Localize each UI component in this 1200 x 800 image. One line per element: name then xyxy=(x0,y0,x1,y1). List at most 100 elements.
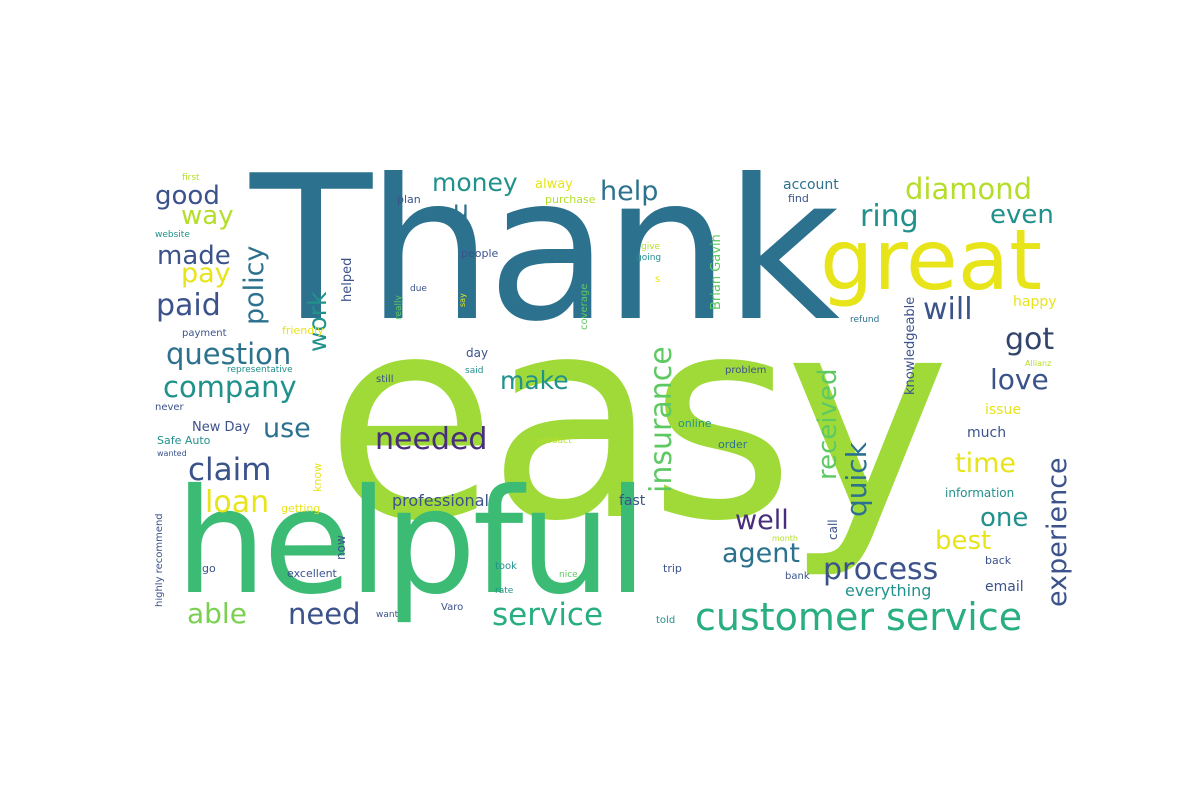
word-problem: problem xyxy=(725,365,767,376)
word-company: company xyxy=(163,370,297,404)
word-claim: claim xyxy=(188,452,272,488)
word-one: one xyxy=(980,503,1029,533)
word-happy: happy xyxy=(1013,294,1057,310)
word-first: first xyxy=(182,173,200,183)
word-will: will xyxy=(923,292,973,327)
word-know: know xyxy=(311,462,324,492)
word-product: product xyxy=(537,436,572,446)
word-much: much xyxy=(967,425,1007,441)
word-policy: policy xyxy=(239,245,270,325)
word-work: work xyxy=(303,291,332,353)
word-plan: plan xyxy=(397,193,421,206)
word-took: took xyxy=(495,561,517,572)
word-website: website xyxy=(155,230,190,240)
word-experience: experience xyxy=(1042,457,1073,607)
word-order: order xyxy=(718,438,748,451)
word-love: love xyxy=(990,363,1049,396)
word-go: go xyxy=(202,562,216,575)
word-well: well xyxy=(735,505,789,536)
word-friendly: friendly xyxy=(282,324,324,337)
word-allianz: Allianz xyxy=(1025,359,1052,368)
word-new-day: New Day xyxy=(192,420,251,435)
word-email: email xyxy=(985,579,1024,595)
word-pay: pay xyxy=(181,258,231,289)
word-needed: needed xyxy=(375,422,488,457)
word-going: going xyxy=(636,253,662,263)
word-give: give xyxy=(641,242,661,252)
word-excellent: excellent xyxy=(287,567,337,580)
word-bank: bank xyxy=(785,571,810,582)
word-loan: loan xyxy=(205,485,270,520)
word-want: want xyxy=(376,610,399,620)
word-never: never xyxy=(155,402,184,413)
word-everything: everything xyxy=(845,581,932,600)
word-payment: payment xyxy=(182,328,227,339)
word-made: made xyxy=(157,241,231,271)
word-brian-gavin: Brian Gavin xyxy=(709,234,724,310)
word-really: really xyxy=(394,295,404,320)
word-nice: nice xyxy=(559,570,578,580)
word-told: told xyxy=(656,615,676,626)
word-s: s xyxy=(655,274,661,285)
word-helped: helped xyxy=(340,257,355,302)
word-find: find xyxy=(788,192,809,205)
word-getting: getting xyxy=(281,502,321,515)
word-call: call xyxy=(826,519,840,540)
word-coverage: coverage xyxy=(579,283,590,330)
word-use: use xyxy=(263,413,311,444)
word-wanted: wanted xyxy=(157,449,187,458)
word-said: said xyxy=(465,366,484,376)
word-representative: representative xyxy=(227,365,293,375)
word-paid: paid xyxy=(156,288,221,323)
word-rate: rate xyxy=(495,586,514,596)
word-online: online xyxy=(678,417,712,430)
word-customer-service: customer service xyxy=(695,595,1023,639)
word-u: u xyxy=(453,195,469,224)
word-make: make xyxy=(500,366,569,395)
word-day: day xyxy=(466,346,489,360)
word-professional: professional xyxy=(392,491,489,510)
word-alway: alway xyxy=(535,177,573,192)
word-say: say xyxy=(458,293,467,307)
word-refund: refund xyxy=(850,315,880,325)
word-due: due xyxy=(410,284,427,294)
word-time: time xyxy=(955,448,1017,479)
word-quick: quick xyxy=(840,442,873,517)
word-safe-auto: Safe Auto xyxy=(157,434,211,447)
word-account: account xyxy=(783,177,839,193)
word-issue: issue xyxy=(985,402,1021,418)
word-service: service xyxy=(492,597,604,633)
word-got: got xyxy=(1005,322,1055,357)
word-agent: agent xyxy=(722,538,800,569)
word-best: best xyxy=(935,526,992,556)
word-even: even xyxy=(990,200,1054,230)
word-helpful: helpful xyxy=(175,458,648,627)
word-now: now xyxy=(334,535,348,560)
word-people: people xyxy=(461,247,499,260)
word-still: still xyxy=(376,374,394,385)
word-fast: fast xyxy=(619,493,646,509)
word-money: money xyxy=(432,170,518,197)
word-diamond: diamond xyxy=(905,172,1033,206)
word-way: way xyxy=(181,201,234,231)
word-varo: Varo xyxy=(441,602,464,613)
word-purchase: purchase xyxy=(545,193,596,206)
word-good: good xyxy=(155,181,220,211)
word-knowledgeable: knowledgeable xyxy=(903,296,918,395)
word-ring: ring xyxy=(860,199,919,234)
word-process: process xyxy=(823,552,939,587)
word-need: need xyxy=(288,597,361,631)
word-trip: trip xyxy=(663,562,682,575)
word-thank: Thank xyxy=(250,170,840,366)
word-received: received xyxy=(813,368,843,480)
word-cloud: Thank easy helpful great customer servic… xyxy=(155,170,1075,640)
word-information: information xyxy=(945,486,1015,500)
word-back: back xyxy=(985,554,1012,567)
word-able: able xyxy=(187,597,247,630)
word-help: help xyxy=(600,176,659,207)
word-month: month xyxy=(772,534,798,543)
word-highly-recommend: highly recommend xyxy=(155,513,165,607)
word-easy: easy xyxy=(325,257,950,583)
word-question: question xyxy=(166,337,292,371)
word-great: great xyxy=(820,211,1043,309)
